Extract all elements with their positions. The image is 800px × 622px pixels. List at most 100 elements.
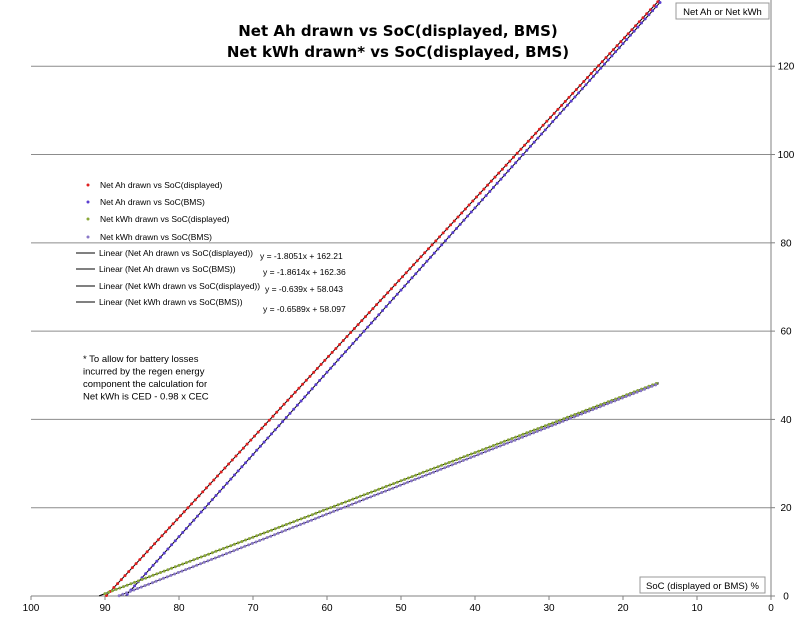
data-point — [611, 48, 615, 52]
data-point — [630, 28, 634, 32]
data-point — [529, 144, 532, 148]
plot-area — [98, 0, 662, 598]
data-point — [345, 335, 349, 338]
data-point — [292, 407, 296, 411]
data-point — [526, 139, 530, 143]
data-point — [328, 511, 332, 515]
data-point — [432, 466, 436, 470]
data-point — [523, 143, 527, 147]
data-point — [515, 151, 519, 155]
data-point — [424, 473, 428, 477]
data-point — [212, 478, 216, 482]
data-point — [266, 436, 270, 440]
data-point — [281, 420, 285, 424]
data-point — [466, 214, 470, 218]
data-point — [534, 131, 538, 135]
data-point — [574, 88, 578, 91]
data-point — [447, 235, 451, 239]
data-point — [303, 395, 307, 399]
data-point — [253, 434, 256, 438]
legend-marker-2 — [86, 200, 90, 204]
data-point — [640, 21, 643, 25]
data-point — [214, 494, 218, 497]
data-point — [566, 103, 569, 107]
data-point — [233, 473, 236, 477]
data-point — [654, 5, 658, 9]
data-point — [306, 520, 310, 524]
y-tick-label-0: 0 — [783, 592, 789, 603]
data-point — [495, 181, 499, 185]
data-point — [391, 486, 395, 490]
data-point — [580, 87, 584, 91]
data-point — [319, 362, 323, 366]
data-point — [535, 429, 539, 433]
data-point — [369, 321, 373, 325]
data-point — [278, 406, 282, 410]
data-point — [388, 483, 392, 487]
data-point — [151, 563, 155, 567]
data-point — [181, 562, 185, 566]
data-point — [389, 287, 393, 291]
data-point — [321, 374, 325, 378]
data-point — [193, 498, 197, 502]
data-point — [330, 350, 334, 354]
data-point — [236, 541, 240, 545]
data-point — [153, 542, 157, 546]
data-point — [360, 319, 364, 323]
data-point — [132, 588, 136, 592]
data-point — [492, 444, 495, 447]
data-point — [546, 425, 550, 429]
data-point — [551, 120, 555, 124]
data-point — [117, 594, 121, 598]
data-point — [377, 487, 381, 491]
data-point — [206, 559, 210, 563]
data-point — [569, 414, 573, 418]
data-point — [190, 502, 194, 506]
data-point — [506, 441, 510, 445]
data-point — [175, 518, 179, 522]
data-point — [218, 489, 222, 493]
data-point — [587, 409, 591, 413]
data-point — [484, 446, 488, 450]
data-point — [299, 399, 303, 403]
data-point — [230, 458, 234, 462]
data-point — [569, 416, 572, 420]
data-point — [192, 518, 196, 522]
data-point — [273, 527, 277, 531]
data-point — [530, 135, 534, 139]
data-point — [199, 510, 203, 514]
data-point — [381, 309, 384, 313]
data-point — [521, 153, 525, 156]
data-point — [572, 415, 576, 419]
data-point — [197, 494, 201, 498]
data-point — [369, 495, 373, 499]
legend-trend-label-1: Linear (Net Ah drawn vs SoC(displayed)) — [99, 248, 253, 258]
data-point — [435, 469, 439, 473]
data-point — [484, 194, 488, 198]
data-point — [658, 1, 662, 4]
data-point — [547, 124, 551, 128]
data-point — [500, 167, 504, 171]
legend: Net Ah drawn vs SoC(displayed) Net Ah dra… — [76, 180, 260, 307]
x-tick-label-30: 30 — [543, 603, 555, 614]
data-point — [340, 354, 344, 358]
data-point — [225, 481, 229, 485]
data-point — [210, 498, 214, 502]
data-point — [336, 503, 340, 507]
data-point — [369, 490, 373, 494]
data-point — [443, 466, 447, 470]
data-point — [469, 210, 473, 214]
data-point — [262, 440, 266, 444]
data-point — [290, 394, 293, 398]
data-point — [487, 448, 491, 452]
data-point — [582, 80, 586, 83]
data-point — [169, 573, 173, 577]
data-point — [228, 550, 232, 554]
data-point — [249, 438, 253, 442]
data-point — [397, 279, 401, 283]
data-point — [293, 390, 297, 394]
x-tick-label-40: 40 — [469, 603, 481, 614]
data-point — [144, 576, 148, 580]
data-point — [562, 107, 566, 111]
